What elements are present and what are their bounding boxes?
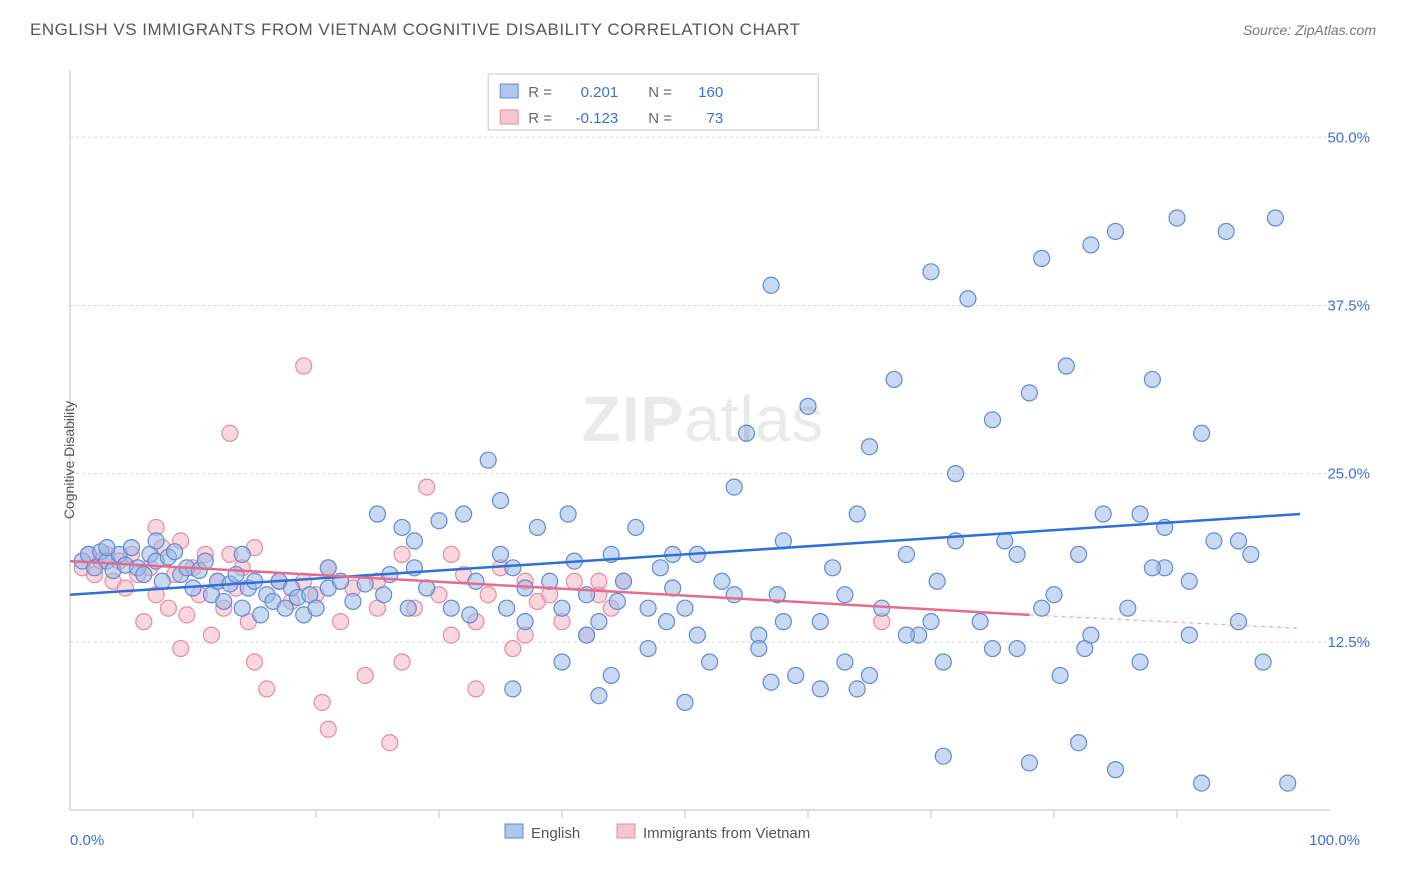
svg-text:37.5%: 37.5% bbox=[1327, 297, 1370, 314]
svg-text:R =: R = bbox=[528, 110, 552, 127]
svg-text:50.0%: 50.0% bbox=[1327, 129, 1370, 146]
svg-text:R =: R = bbox=[528, 84, 552, 101]
svg-text:12.5%: 12.5% bbox=[1327, 634, 1370, 651]
svg-text:-0.123: -0.123 bbox=[576, 110, 619, 127]
chart-container: Cognitive Disability ZIPatlas 12.5%25.0%… bbox=[20, 50, 1386, 870]
svg-text:N =: N = bbox=[648, 84, 672, 101]
svg-text:0.0%: 0.0% bbox=[70, 832, 104, 849]
source-label: Source: ZipAtlas.com bbox=[1243, 22, 1376, 38]
svg-text:0.201: 0.201 bbox=[581, 84, 619, 101]
svg-text:N =: N = bbox=[648, 110, 672, 127]
svg-text:Immigrants from Vietnam: Immigrants from Vietnam bbox=[643, 825, 810, 842]
y-axis-label: Cognitive Disability bbox=[61, 401, 77, 519]
scatter-chart: 12.5% 25.0% 37.5% 50.0% 0.0% 100.0% R = 0.201 N … bbox=[20, 50, 1386, 870]
svg-text:160: 160 bbox=[698, 84, 723, 101]
svg-text:100.0%: 100.0% bbox=[1309, 832, 1360, 849]
svg-text:73: 73 bbox=[707, 110, 724, 127]
svg-text:25.0%: 25.0% bbox=[1327, 466, 1370, 483]
svg-text:English: English bbox=[531, 825, 580, 842]
chart-title: ENGLISH VS IMMIGRANTS FROM VIETNAM COGNI… bbox=[30, 20, 800, 40]
